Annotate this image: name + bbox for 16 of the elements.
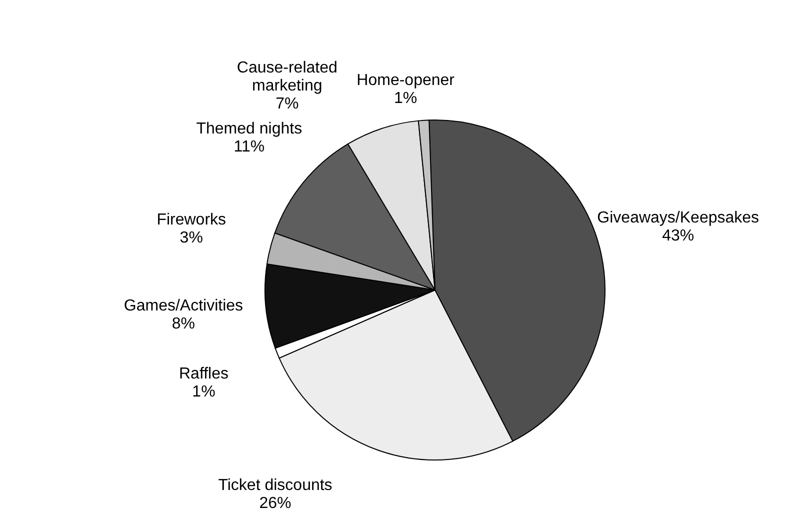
- slice-label: Home-opener: [356, 72, 456, 89]
- data-label: 7%: [276, 96, 299, 113]
- data-label: 1%: [394, 90, 418, 107]
- slice-label: Ticket discounts: [218, 476, 332, 494]
- slice-label: Fireworks: [156, 211, 226, 228]
- slice-label: Raffles: [178, 365, 229, 382]
- slice-label: Giveaways/Keepsakes: [597, 210, 760, 227]
- slice-label: Cause-related marketing: [236, 60, 338, 95]
- data-label: 26%: [259, 494, 292, 512]
- data-label: 43%: [662, 228, 694, 245]
- slice-label: Games/Activities: [124, 298, 244, 315]
- slice-label: Themed nights: [196, 120, 302, 138]
- data-label: 11%: [234, 138, 265, 156]
- data-label: 8%: [172, 316, 196, 333]
- data-label: 1%: [192, 383, 216, 400]
- data-label: 3%: [180, 229, 203, 246]
